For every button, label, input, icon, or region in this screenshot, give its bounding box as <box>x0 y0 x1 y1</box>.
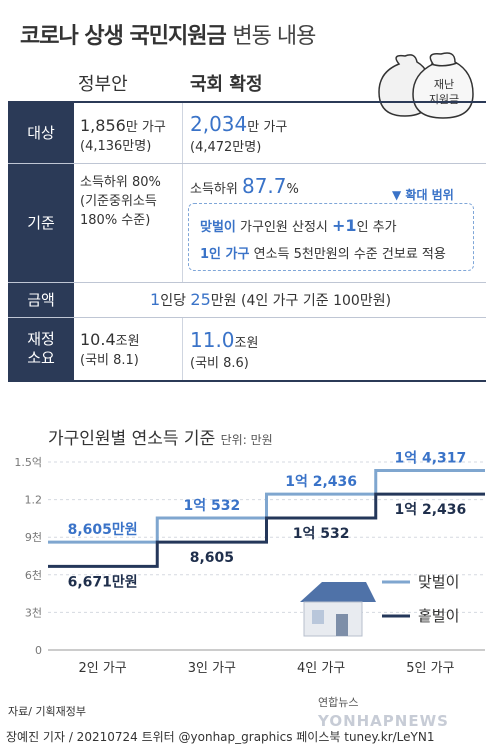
y-tick-label: 6천 <box>25 568 42 582</box>
row-label-amount: 금액 <box>8 283 74 317</box>
data-label: 1억 2,436 <box>394 502 466 518</box>
series-line-0 <box>48 469 485 544</box>
y-tick-label: 1.5억 <box>14 456 42 469</box>
row-label-target: 대상 <box>8 103 74 163</box>
brand-watermark: YONHAPNEWS <box>318 712 449 730</box>
chart-title: 가구인원별 연소득 기준 단위: 만원 <box>48 429 273 449</box>
title-main: 코로나 상생 국민지원금 <box>20 24 227 49</box>
expand-range-label: ▼ 확대 범위 <box>388 186 458 203</box>
table-top-rule <box>8 101 486 103</box>
column-header-gov: 정부안 <box>78 74 128 95</box>
column-divider-2 <box>182 318 183 380</box>
legend-label: 맞벌이 <box>418 573 459 591</box>
title-sub: 변동 내용 <box>232 24 316 49</box>
data-label: 1억 532 <box>184 498 241 514</box>
series-line-1 <box>48 492 485 568</box>
page-title: 코로나 상생 국민지원금 변동 내용 <box>20 18 316 50</box>
y-tick-label: 3천 <box>25 605 42 619</box>
data-label: 6,671만원 <box>68 574 138 590</box>
data-label: 1억 532 <box>293 526 350 542</box>
data-label: 1억 2,436 <box>285 474 357 490</box>
credit-line: 장예진 기자 / 20210724 트위터 @yonhap_graphics 페… <box>6 730 435 744</box>
criteria-national: 소득하위 87.7% <box>190 174 299 198</box>
data-label: 8,605 <box>190 550 234 566</box>
x-tick-label: 3인 가구 <box>188 661 236 676</box>
legend-label: 홑벌이 <box>418 607 459 625</box>
chart-unit: 단위: 만원 <box>220 433 273 447</box>
finance-gov: 10.4조원 (국비 8.1) <box>80 330 140 368</box>
row-divider <box>8 317 486 318</box>
house-wall-icon <box>303 601 363 637</box>
row-divider <box>8 282 486 283</box>
money-bag-icon: 재난 지원금 <box>378 52 474 119</box>
data-label: 8,605만원 <box>68 522 138 538</box>
target-gov: 1,856만 가구 (4,136만명) <box>80 116 166 154</box>
finance-national: 11.0조원 (국비 8.6) <box>190 328 259 371</box>
source-note: 자료/ 기획재정부 <box>8 705 87 718</box>
expand-range-box <box>188 203 474 271</box>
row-label-criteria: 기준 <box>8 164 74 282</box>
house-door-icon <box>336 614 348 636</box>
brand-name: 연합뉴스 <box>318 696 359 709</box>
table-bottom-rule <box>8 380 486 382</box>
expand-line-1: 맞벌이 가구인원 산정시 +1인 추가 <box>200 216 397 235</box>
x-tick-label: 4인 가구 <box>297 661 345 676</box>
house-roof-icon <box>300 582 376 602</box>
row-label-finance: 재정 소요 <box>8 318 74 380</box>
column-divider <box>182 103 183 283</box>
target-national: 2,034만 가구 (4,472만명) <box>190 112 288 155</box>
y-tick-label: 1.2 <box>25 494 43 507</box>
y-tick-label: 0 <box>35 644 42 657</box>
row-divider <box>8 163 486 164</box>
criteria-gov: 소득하위 80% (기준중위소득 180% 수준) <box>80 175 161 228</box>
x-tick-label: 5인 가구 <box>406 661 454 676</box>
amount-text: 1인당 25만원 (4인 가구 기준 100만원) <box>150 290 392 309</box>
expand-line-2: 1인 가구 연소득 5천만원의 수준 건보료 적용 <box>200 247 446 262</box>
house-window-icon <box>312 610 324 624</box>
bag-label-1: 재난 <box>434 78 454 91</box>
column-header-national: 국회 확정 <box>190 74 263 95</box>
x-tick-label: 2인 가구 <box>78 661 126 676</box>
income-step-chart: 0 3천 6천 9천 1.2 1.5억 2인 가구 3인 가구 4인 가구 5인 가구 8,605만… <box>14 451 485 676</box>
bag-label-2: 지원금 <box>429 93 459 106</box>
y-tick-label: 9천 <box>25 530 42 544</box>
data-label: 1억 4,317 <box>394 451 466 467</box>
